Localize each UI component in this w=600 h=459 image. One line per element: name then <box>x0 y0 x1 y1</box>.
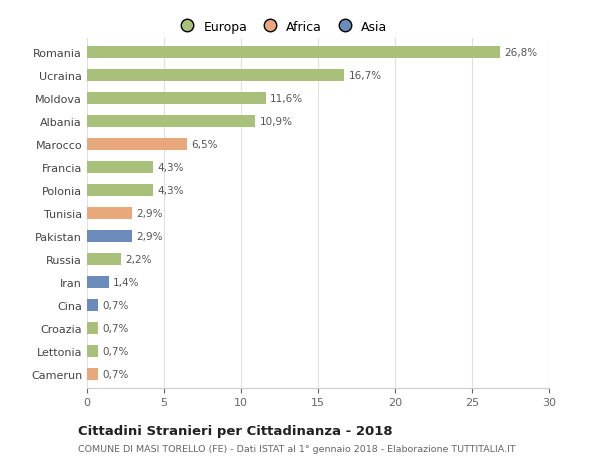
Bar <box>87 138 187 151</box>
Text: 0,7%: 0,7% <box>103 323 129 333</box>
Bar <box>87 207 131 220</box>
Bar <box>87 253 121 266</box>
Bar <box>87 322 98 335</box>
Text: 11,6%: 11,6% <box>270 94 304 104</box>
Bar <box>87 184 153 197</box>
Text: Cittadini Stranieri per Cittadinanza - 2018: Cittadini Stranieri per Cittadinanza - 2… <box>78 425 392 437</box>
Bar <box>87 299 98 312</box>
Text: 10,9%: 10,9% <box>259 117 292 127</box>
Bar <box>87 230 131 243</box>
Bar <box>87 368 98 381</box>
Bar <box>87 46 500 59</box>
Text: 6,5%: 6,5% <box>192 140 218 150</box>
Text: 2,9%: 2,9% <box>136 208 163 218</box>
Bar <box>87 69 344 82</box>
Text: COMUNE DI MASI TORELLO (FE) - Dati ISTAT al 1° gennaio 2018 - Elaborazione TUTTI: COMUNE DI MASI TORELLO (FE) - Dati ISTAT… <box>78 444 515 453</box>
Legend: Europa, Africa, Asia: Europa, Africa, Asia <box>170 16 392 39</box>
Text: 4,3%: 4,3% <box>158 185 184 196</box>
Text: 0,7%: 0,7% <box>103 346 129 356</box>
Text: 0,7%: 0,7% <box>103 300 129 310</box>
Text: 2,2%: 2,2% <box>125 254 152 264</box>
Text: 0,7%: 0,7% <box>103 369 129 379</box>
Bar <box>87 115 255 128</box>
Text: 16,7%: 16,7% <box>349 71 382 81</box>
Text: 4,3%: 4,3% <box>158 162 184 173</box>
Bar <box>87 161 153 174</box>
Text: 2,9%: 2,9% <box>136 231 163 241</box>
Bar <box>87 276 109 289</box>
Text: 26,8%: 26,8% <box>505 48 538 58</box>
Bar <box>87 345 98 358</box>
Bar <box>87 92 266 105</box>
Text: 1,4%: 1,4% <box>113 277 140 287</box>
